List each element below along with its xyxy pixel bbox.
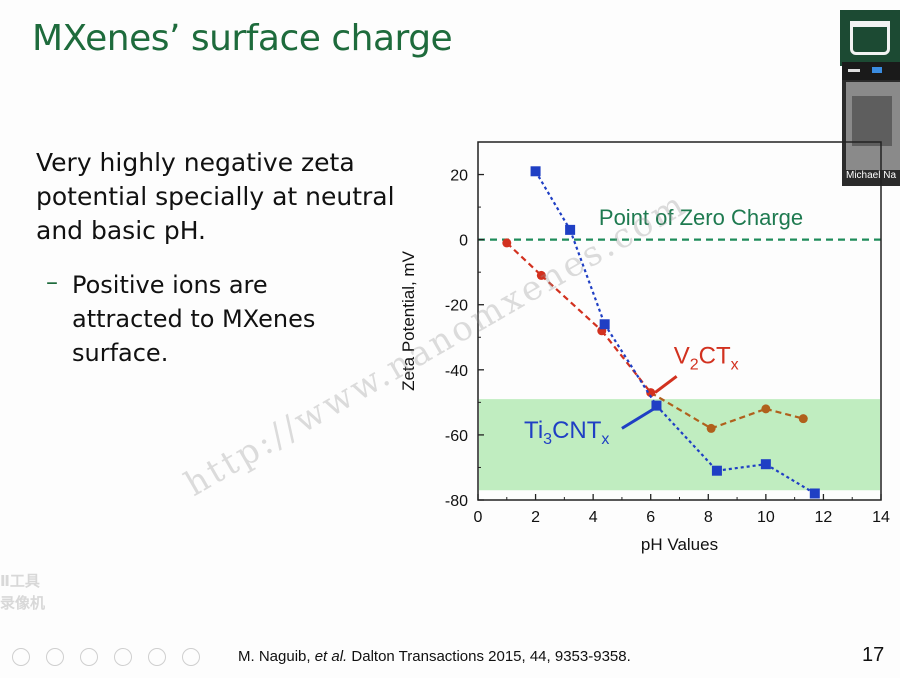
pointer-ti3cntx: [621, 405, 658, 430]
webcam-overlay[interactable]: Michael Na: [842, 62, 900, 186]
x-tick-label: 10: [757, 509, 775, 526]
axes-layer: 0 2 4 6 8 10 12 14 -80 -60 -40 -20 0 20: [445, 141, 890, 526]
y-tick-label: -80: [445, 493, 468, 510]
data-point: [798, 414, 808, 424]
minimize-icon[interactable]: [848, 69, 860, 72]
data-point: [646, 388, 656, 398]
x-tick-label: 0: [474, 509, 483, 526]
citation-etal: et al.: [314, 648, 348, 665]
series-segment: [540, 274, 603, 332]
next-icon[interactable]: [46, 648, 64, 666]
series-segment: [603, 323, 658, 407]
x-tick-label: 8: [704, 509, 713, 526]
series-segment: [765, 407, 804, 420]
webcam-name: Michael Na: [846, 170, 897, 181]
data-point: [565, 224, 576, 235]
series-segment: [650, 391, 712, 430]
x-axis-label: pH Values: [641, 535, 718, 554]
webcam-monitor-shape: [852, 96, 892, 146]
series-layer: [502, 166, 820, 499]
slides-icon[interactable]: [114, 648, 132, 666]
y-tick-label: 0: [459, 233, 468, 250]
y-tick-label: 20: [450, 168, 468, 185]
recorder-line2: 录像机: [0, 594, 46, 612]
series-segment: [534, 170, 572, 231]
data-point: [761, 404, 771, 414]
x-tick-label: 2: [531, 509, 540, 526]
data-point: [651, 400, 662, 411]
series-segment: [569, 229, 606, 325]
data-point: [809, 488, 820, 499]
y-tick-label: -20: [445, 298, 468, 315]
data-point: [706, 423, 716, 433]
previous-icon[interactable]: [12, 648, 30, 666]
webcam-toolbar: [842, 62, 900, 80]
x-tick-label: 6: [646, 509, 655, 526]
data-point: [760, 459, 771, 470]
more-icon[interactable]: [182, 648, 200, 666]
series-segment: [716, 463, 767, 472]
citation: M. Naguib, et al. Dalton Transactions 20…: [238, 648, 631, 665]
logo-mark-icon: [850, 21, 890, 55]
shaded-band: [479, 399, 880, 491]
legend-v2ctx: V2CTx: [674, 342, 739, 373]
data-point: [536, 270, 546, 280]
university-logo: [840, 10, 900, 66]
y-axis-label: Zeta Potential, mV: [399, 250, 418, 391]
citation-rest: Dalton Transactions 2015, 44, 9353-9358.: [347, 648, 631, 665]
bullet-dash: –: [46, 268, 58, 296]
restore-icon[interactable]: [872, 67, 882, 73]
y-tick-label: -40: [445, 363, 468, 380]
y-tick-label: -60: [445, 428, 468, 445]
series-segment: [600, 330, 652, 394]
bullet-main: Very highly negative zeta potential spec…: [36, 148, 395, 245]
recorder-overlay: Ⅱ工具 录像机: [0, 570, 64, 614]
citation-author: M. Naguib,: [238, 648, 315, 665]
recorder-line1: Ⅱ工具: [0, 572, 40, 590]
data-point: [502, 238, 512, 248]
slide-title: MXenes’ surface charge: [32, 18, 453, 59]
x-tick-label: 14: [872, 509, 890, 526]
series-v2ctx: [502, 238, 808, 433]
series-segment: [655, 404, 718, 472]
pointer-v2ctx: [654, 375, 678, 394]
zoom-icon[interactable]: [148, 648, 166, 666]
x-tick-label: 12: [815, 509, 833, 526]
zero-charge-label: Point of Zero Charge: [599, 205, 803, 230]
data-point: [530, 166, 541, 177]
bullet-sub: Positive ions are attracted to MXenes su…: [72, 271, 316, 367]
legend-ti3cntx: Ti3CNTx: [524, 417, 609, 448]
pen-icon[interactable]: [80, 648, 98, 666]
data-point: [711, 465, 722, 476]
x-tick-label: 4: [589, 509, 598, 526]
series-segment: [506, 242, 543, 277]
data-point: [599, 319, 610, 330]
series-ti3cntx: [530, 166, 820, 499]
page-number: 17: [862, 644, 885, 666]
